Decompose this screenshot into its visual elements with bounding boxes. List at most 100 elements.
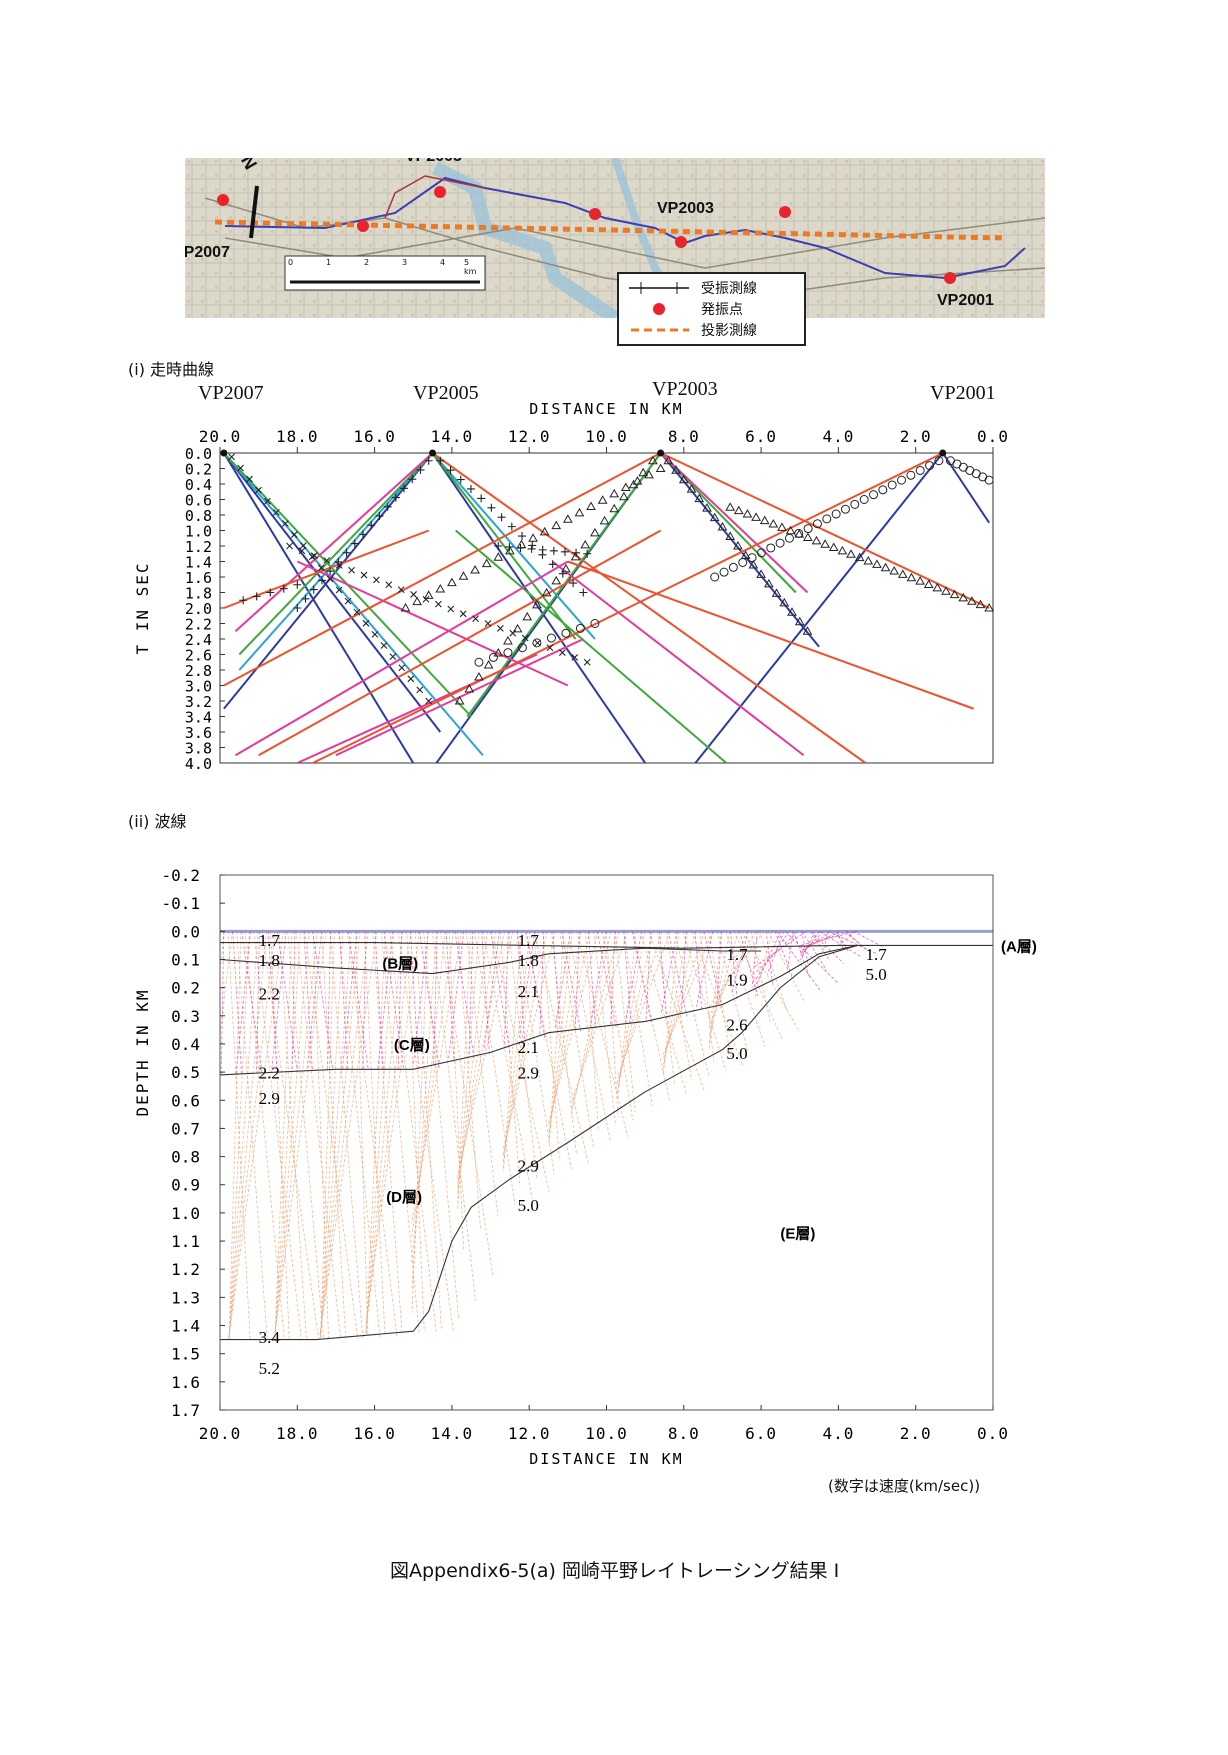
- ray-path: [759, 931, 788, 1013]
- ray-path: [312, 931, 329, 1340]
- ray-path: [278, 931, 307, 1340]
- ray-path: [457, 931, 480, 1202]
- x-tick-label: 8.0: [668, 1424, 700, 1443]
- pick-circle-marker: [915, 465, 925, 475]
- pick-triangle-marker: [663, 455, 674, 465]
- pick-triangle-marker: [941, 586, 951, 595]
- pick-x-marker: [509, 629, 517, 637]
- pick-x-marker: [290, 531, 298, 538]
- pick-triangle-marker: [686, 484, 697, 493]
- layer-label: (E層): [780, 1226, 815, 1243]
- ray-path: [708, 931, 732, 1058]
- ray-path: [411, 931, 429, 1313]
- pick-triangle-marker: [470, 564, 480, 574]
- pick-triangle-marker: [785, 525, 796, 535]
- ray-path: [801, 931, 809, 965]
- scale-tick-label: 1: [326, 258, 332, 267]
- ray-path: [708, 931, 739, 1036]
- ray-path: [319, 931, 352, 1337]
- pick-circle-marker: [474, 657, 484, 667]
- ray-path: [793, 931, 810, 978]
- pick-plus-marker: [293, 604, 302, 612]
- map-vp-label: VP2007: [185, 244, 230, 261]
- calculated-travel-time-line: [659, 453, 820, 648]
- ray-path: [518, 931, 536, 1038]
- pick-x-marker: [310, 552, 318, 560]
- pick-plus-marker: [560, 547, 569, 556]
- pick-circle-marker: [850, 499, 860, 509]
- pick-circle-marker: [794, 528, 804, 538]
- x-tick-label: 18.0: [276, 427, 319, 446]
- calculated-travel-time-line: [431, 453, 577, 640]
- ray-path: [291, 931, 296, 1072]
- ray-path: [474, 931, 516, 1205]
- ray-path: [365, 931, 412, 1332]
- ray-path: [412, 931, 429, 1067]
- ray-path: [228, 931, 276, 1340]
- layer-boundary: [219, 944, 858, 1076]
- y-tick-label: 1.0: [171, 1204, 200, 1223]
- ray-path: [457, 931, 482, 1231]
- ray-path: [457, 931, 471, 1209]
- y-tick-label: 0.4: [185, 476, 212, 494]
- velocity-label: 1.9: [726, 971, 747, 990]
- ray-path: [695, 931, 714, 1007]
- pick-plus-marker: [252, 592, 261, 601]
- pick-plus-marker: [383, 502, 392, 511]
- scale-tick-label: 2: [364, 258, 370, 267]
- ray-path: [274, 931, 293, 1340]
- shot-point-icon: [653, 303, 665, 315]
- y-tick-label: 2.6: [185, 647, 212, 665]
- ray-path: [365, 931, 386, 1334]
- shot-point: [589, 208, 601, 220]
- pick-triangle-marker: [794, 616, 805, 626]
- pick-plus-marker: [466, 484, 475, 493]
- pick-x-marker: [308, 553, 316, 561]
- pick-triangle-marker: [958, 592, 969, 602]
- pick-triangle-marker: [580, 539, 591, 549]
- ray-path: [456, 931, 514, 1178]
- calculated-travel-time-line: [223, 453, 662, 687]
- pick-circle-marker: [803, 524, 813, 534]
- pick-plus-marker: [342, 548, 351, 557]
- ray-path: [576, 931, 629, 1137]
- pick-x-marker: [371, 631, 379, 638]
- pick-triangle-marker: [915, 576, 925, 585]
- ray-path: [559, 931, 594, 1148]
- ray-path: [751, 931, 758, 988]
- shot-point: [434, 186, 446, 198]
- y-tick-label: 1.0: [185, 523, 212, 541]
- ray-path: [491, 931, 550, 1193]
- pick-triangle-marker: [447, 577, 457, 587]
- pick-triangle-marker: [590, 527, 600, 537]
- y-tick-label: 0.6: [185, 492, 212, 510]
- x-tick-label: 0.0: [977, 427, 1009, 446]
- pick-triangle-marker: [787, 607, 797, 616]
- ray-path: [414, 931, 442, 1329]
- ray-path: [433, 931, 438, 1065]
- pick-x-marker: [335, 561, 343, 569]
- pick-triangle-marker: [733, 505, 744, 515]
- pick-plus-marker: [334, 557, 343, 566]
- pick-triangle-marker: [756, 569, 766, 578]
- pick-triangle-marker: [454, 695, 465, 705]
- pick-triangle-marker: [742, 508, 753, 518]
- ray-path: [852, 930, 884, 948]
- legend-shot-point: 発振点: [701, 302, 743, 318]
- velocity-label: 1.7: [259, 931, 281, 950]
- source-marker: [220, 449, 228, 457]
- ray-path: [346, 931, 398, 1337]
- x-tick-label: 2.0: [900, 427, 932, 446]
- ray-path: [776, 931, 822, 993]
- pick-triangle-marker: [620, 482, 631, 492]
- pick-plus-marker: [309, 585, 318, 594]
- ray-path: [274, 931, 318, 1340]
- ray-path: [377, 931, 394, 1070]
- velocity-label: 2.9: [259, 1089, 280, 1108]
- pick-triangle-marker: [768, 519, 779, 528]
- ray-path: [241, 931, 263, 1074]
- pick-plus-marker: [436, 456, 445, 465]
- calculated-travel-time-line: [296, 560, 569, 687]
- section-ii-heading: (ii) 波線: [128, 812, 187, 831]
- pick-plus-marker: [239, 596, 248, 605]
